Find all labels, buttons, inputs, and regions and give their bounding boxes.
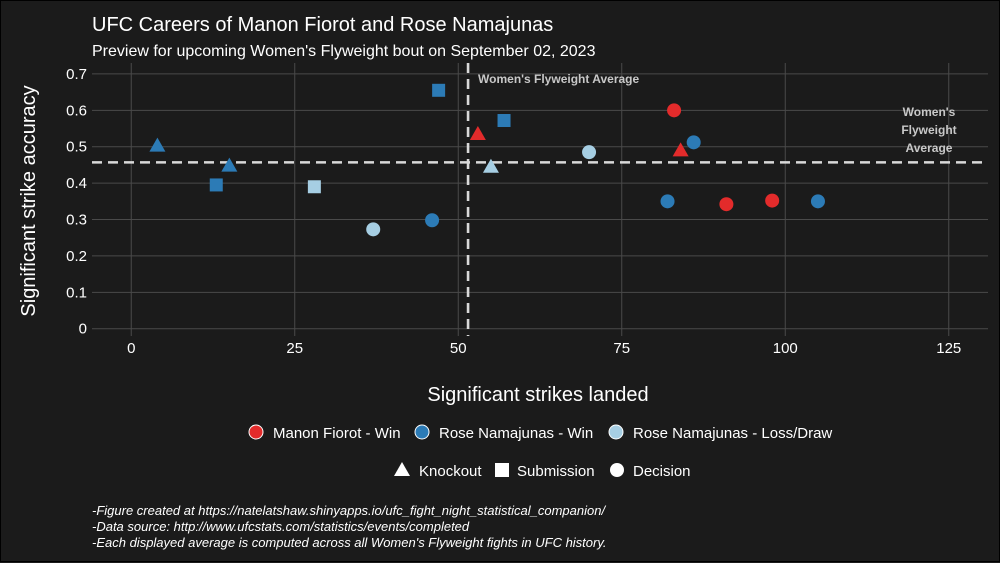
decision-point	[667, 103, 682, 118]
legend-shapes: Knockout Submission Decision	[394, 462, 691, 480]
chart-subtitle: Preview for upcoming Women's Flyweight b…	[92, 43, 596, 60]
grid-lines	[92, 63, 988, 336]
legend-triangle-icon	[394, 462, 410, 476]
avg-horizontal-label: Women's	[903, 105, 956, 119]
caption-line-2: -Data source: http://www.ufcstats.com/st…	[92, 519, 470, 534]
y-tick-label: 0.1	[66, 284, 87, 301]
legend-label-submission: Submission	[517, 463, 595, 480]
y-tick-label: 0.3	[66, 212, 87, 229]
caption-line-3: -Each displayed average is computed acro…	[92, 535, 607, 550]
legend-label-decision: Decision	[633, 463, 691, 480]
x-tick-label: 100	[773, 340, 798, 357]
knockout-point	[469, 125, 486, 140]
x-tick-label: 50	[450, 340, 467, 357]
x-tick-label: 25	[286, 340, 303, 357]
legend-label-knockout: Knockout	[419, 463, 482, 480]
decision-point	[660, 194, 675, 209]
y-tick-label: 0.5	[66, 139, 87, 156]
y-tick-label: 0	[79, 321, 87, 338]
submission-point	[497, 114, 511, 128]
avg-vertical-label: Women's Flyweight Average	[478, 72, 639, 86]
avg-horizontal-label: Average	[906, 141, 953, 155]
knockout-point	[672, 142, 689, 157]
x-tick-label: 125	[936, 340, 961, 357]
legend-label-namajunas-loss: Rose Namajunas - Loss/Draw	[633, 425, 832, 442]
decision-point	[425, 213, 440, 228]
legend-swatch-namajunas-win	[414, 424, 430, 440]
y-tick-label: 0.2	[66, 248, 87, 265]
legend-circle-icon	[610, 463, 624, 477]
legend-colors: Manon Fiorot - Win Rose Namajunas - Win …	[248, 424, 832, 442]
axis-ticks: 0 25 50 75 100 125 0 0.1 0.2 0.3 0.4 0.5 0.6 0.7	[66, 66, 961, 357]
legend-label-fiorot-win: Manon Fiorot - Win	[273, 425, 401, 442]
x-tick-label: 75	[613, 340, 630, 357]
decision-point	[810, 194, 825, 209]
legend-square-icon	[495, 463, 509, 477]
x-axis-title: Significant strikes landed	[427, 384, 648, 406]
decision-point	[582, 145, 597, 160]
decision-point	[765, 193, 780, 208]
decision-point	[719, 197, 734, 212]
x-tick-label: 0	[127, 340, 135, 357]
decision-point	[366, 222, 381, 237]
y-tick-label: 0.7	[66, 66, 87, 83]
caption-line-1: -Figure created at https://natelatshaw.s…	[92, 503, 606, 518]
submission-point	[432, 83, 446, 97]
y-tick-label: 0.4	[66, 175, 87, 192]
legend-swatch-namajunas-loss	[608, 424, 624, 440]
submission-point	[307, 180, 321, 194]
chart-title: UFC Careers of Manon Fiorot and Rose Nam…	[92, 14, 553, 36]
legend-swatch-fiorot-win	[248, 424, 264, 440]
y-axis-title: Significant strike accuracy	[18, 85, 40, 316]
average-lines: Women's Flyweight Average Women's Flyweigh…	[92, 63, 988, 336]
submission-point	[209, 178, 223, 192]
knockout-point	[482, 158, 499, 173]
knockout-point	[149, 137, 166, 152]
avg-horizontal-label: Flyweight	[901, 123, 956, 137]
decision-point	[686, 135, 701, 150]
knockout-point	[221, 157, 238, 172]
legend-label-namajunas-win: Rose Namajunas - Win	[439, 425, 593, 442]
y-tick-label: 0.6	[66, 102, 87, 119]
data-points	[149, 83, 825, 237]
